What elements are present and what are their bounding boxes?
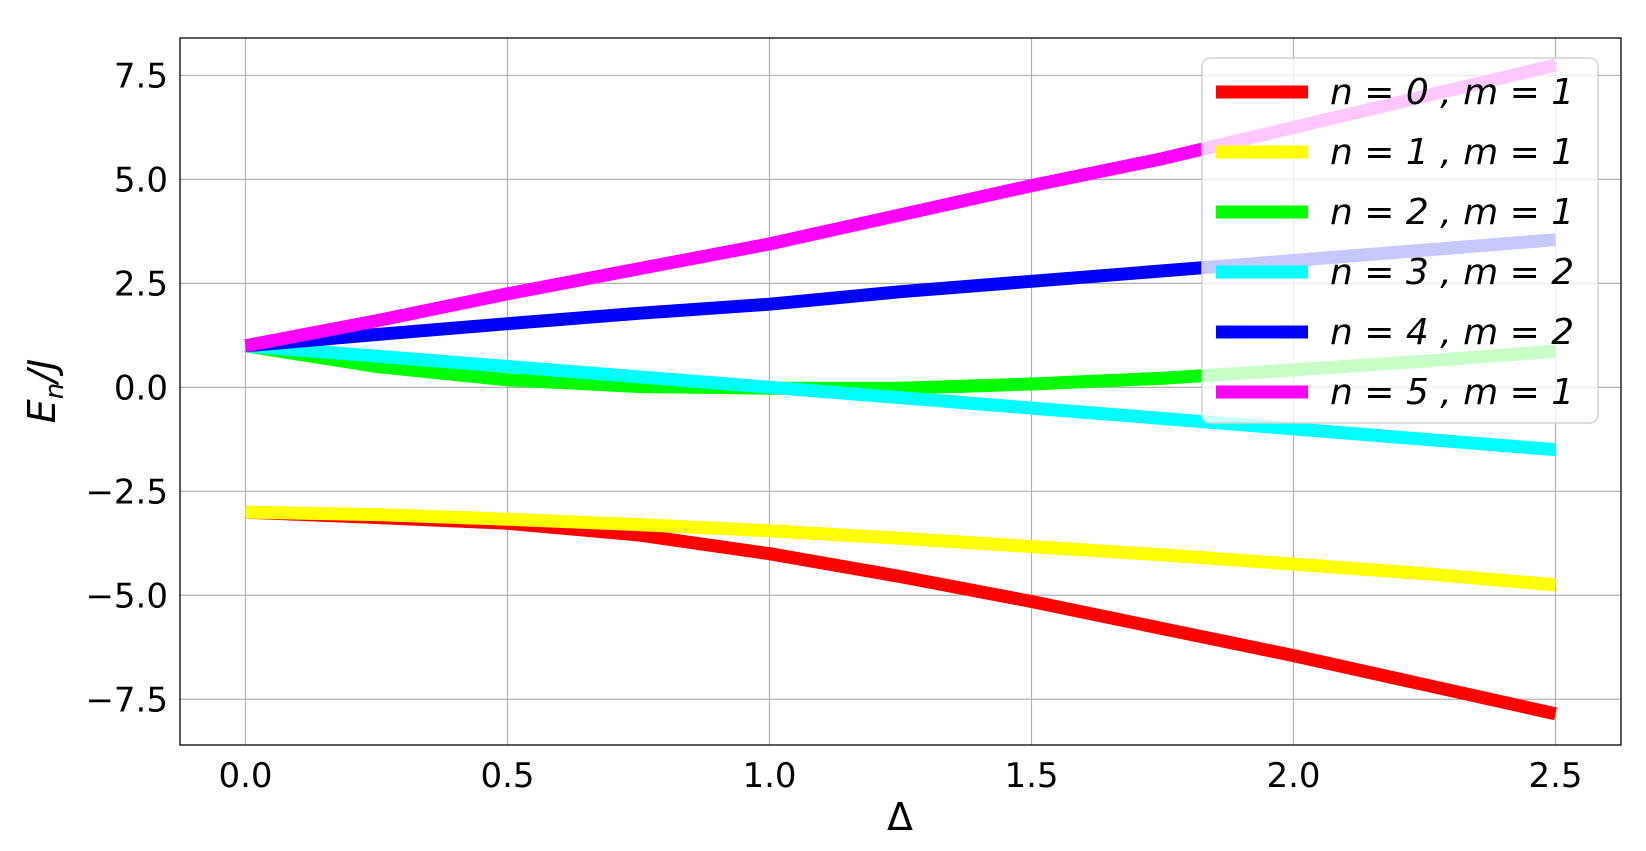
y-tick-label: −7.5: [85, 680, 168, 720]
legend-label: n = 2 , m = 1: [1330, 192, 1574, 233]
legend-label: n = 0 , m = 1: [1330, 72, 1574, 113]
plot-frame: [179, 37, 1622, 746]
legend-label: n = 4 , m = 2: [1330, 312, 1574, 353]
legend-label: n = 3 , m = 2: [1330, 252, 1574, 293]
x-axis-label: Δ: [887, 795, 913, 839]
y-tick-label: 2.5: [114, 264, 168, 304]
y-axis-label-tail: /J: [20, 359, 64, 386]
y-axis-label: En/J: [20, 359, 70, 424]
legend-item-5: n = 5 , m = 1: [1216, 372, 1574, 413]
legend-item-3: n = 3 , m = 2: [1216, 252, 1574, 293]
legend-item-0: n = 0 , m = 1: [1216, 72, 1574, 113]
y-tick-label: 7.5: [114, 56, 168, 96]
y-axis-label-sub: n: [40, 383, 70, 399]
legend-item-1: n = 1 , m = 1: [1216, 132, 1574, 173]
series-line-1: [245, 505, 1557, 592]
legend-item-4: n = 4 , m = 2: [1216, 312, 1574, 353]
y-tick-label: 0.0: [114, 368, 168, 408]
series-line-3: [244, 339, 1557, 457]
x-tick-label: 0.0: [218, 756, 272, 796]
x-tick-label: 0.5: [480, 756, 534, 796]
x-tick-labels: 0.0 0.5 1.0 1.5 2.0 2.5: [218, 756, 1582, 796]
x-tick-label: 1.0: [742, 756, 796, 796]
y-tick-label: −5.0: [85, 576, 168, 616]
legend: n = 0 , m = 1 n = 1 , m = 1 n = 2 , m = 1 n…: [1201, 57, 1599, 424]
y-tick-label: −2.5: [85, 472, 168, 512]
y-tick-label: 5.0: [114, 160, 168, 200]
x-tick-label: 2.5: [1528, 756, 1582, 796]
x-tick-label: 2.0: [1266, 756, 1320, 796]
series-lines: [244, 58, 1558, 721]
legend-item-2: n = 2 , m = 1: [1216, 192, 1574, 233]
y-axis-label-main: E: [20, 399, 64, 423]
legend-label: n = 1 , m = 1: [1330, 132, 1574, 173]
legend-label: n = 5 , m = 1: [1330, 372, 1574, 413]
y-tick-labels: 7.5 5.0 2.5 0.0 −2.5 −5.0 −7.5: [85, 56, 168, 720]
x-tick-label: 1.5: [1004, 756, 1058, 796]
